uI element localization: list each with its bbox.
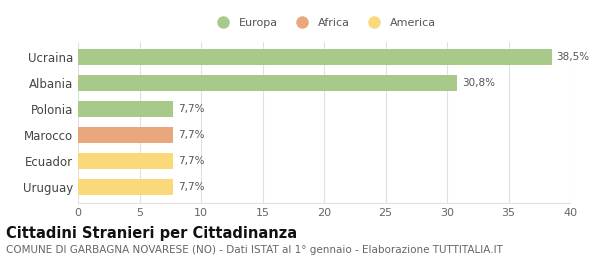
Bar xyxy=(78,101,173,117)
Bar xyxy=(78,75,457,91)
Text: 38,5%: 38,5% xyxy=(556,52,590,62)
Text: Cittadini Stranieri per Cittadinanza: Cittadini Stranieri per Cittadinanza xyxy=(6,226,297,241)
Bar xyxy=(78,153,173,170)
Text: 7,7%: 7,7% xyxy=(178,130,204,140)
Text: 30,8%: 30,8% xyxy=(462,78,495,88)
Text: 7,7%: 7,7% xyxy=(178,156,204,166)
Bar xyxy=(78,179,173,196)
Bar xyxy=(78,49,551,65)
Bar xyxy=(78,127,173,143)
Text: COMUNE DI GARBAGNA NOVARESE (NO) - Dati ISTAT al 1° gennaio - Elaborazione TUTTI: COMUNE DI GARBAGNA NOVARESE (NO) - Dati … xyxy=(6,245,503,255)
Text: 7,7%: 7,7% xyxy=(178,104,204,114)
Text: 7,7%: 7,7% xyxy=(178,182,204,192)
Legend: Europa, Africa, America: Europa, Africa, America xyxy=(208,14,440,33)
